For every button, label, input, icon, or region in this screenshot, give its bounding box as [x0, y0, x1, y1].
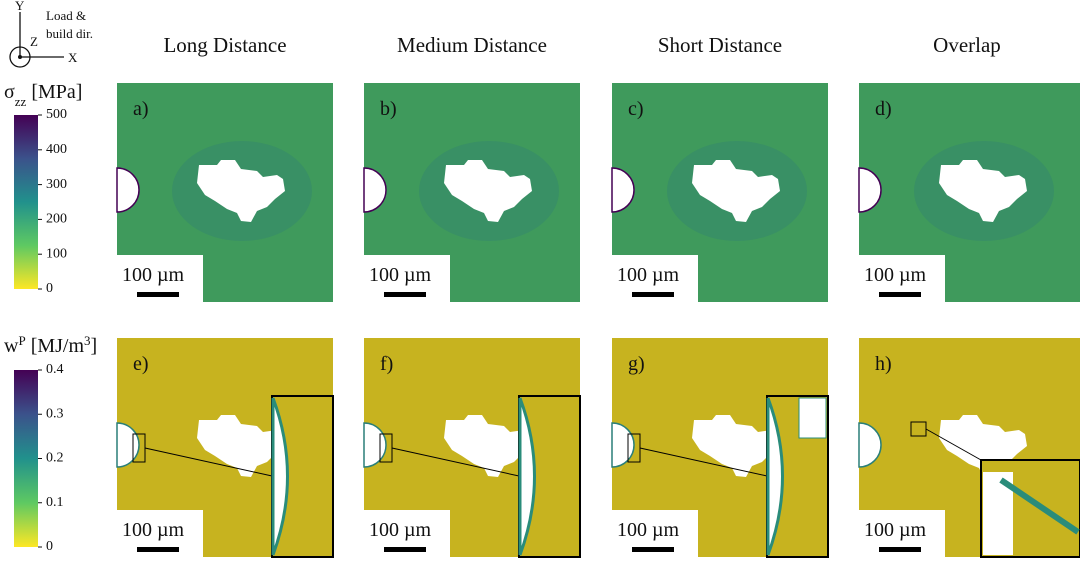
pore — [197, 160, 285, 222]
scale-bar-label: 100 µm — [122, 264, 185, 286]
zoom-line — [925, 428, 982, 461]
column-title: Medium Distance — [397, 33, 547, 57]
pore — [444, 415, 532, 477]
title-part: w — [4, 335, 19, 357]
panel-label: b) — [380, 98, 397, 120]
scale-bar-label: 100 µm — [864, 519, 927, 541]
scale-bar-label: 100 µm — [864, 264, 927, 286]
inset-hole — [271, 397, 289, 556]
load-note: Load & — [46, 8, 86, 23]
scale-bar — [384, 547, 426, 552]
scale-bar-label: 100 µm — [369, 519, 432, 541]
inset-hole — [766, 397, 784, 556]
colorbar-title: σzz [MPa] — [4, 81, 82, 109]
title-part: ] — [91, 335, 98, 357]
colorbar-tick-label: 0.3 — [46, 406, 64, 421]
colorbar-tick-label: 100 — [46, 246, 67, 261]
scale-bar — [632, 292, 674, 297]
hole — [858, 167, 882, 213]
column-title: Short Distance — [658, 33, 782, 57]
pore — [939, 160, 1027, 222]
panel-label: f) — [380, 353, 393, 375]
inset-band — [999, 477, 1080, 535]
colorbar-tick-label: 400 — [46, 142, 67, 157]
panel: a) 100 µm — [116, 83, 333, 302]
scale-bar-label: 100 µm — [617, 519, 680, 541]
scale-bar-label: 100 µm — [369, 264, 432, 286]
colorbar-tick-label: 0.1 — [46, 495, 64, 510]
zoom-line — [639, 447, 768, 477]
pore — [692, 415, 780, 477]
scale-bar — [137, 547, 179, 552]
pore — [197, 415, 285, 477]
colorbar-tick-label: 0 — [46, 281, 53, 296]
zoom-line — [391, 447, 520, 477]
panel-label: d) — [875, 98, 892, 120]
scale-bar — [632, 547, 674, 552]
axis-y: Y — [15, 0, 25, 13]
panel: h) 100 µm — [858, 338, 1080, 558]
column-title: Overlap — [933, 33, 1001, 57]
scale-bar — [879, 547, 921, 552]
panel: f) 100 µm — [363, 338, 581, 558]
hole — [363, 167, 387, 213]
colorbar — [14, 370, 38, 547]
inset-pore — [798, 397, 827, 439]
panel: b) 100 µm — [363, 83, 580, 302]
scale-bar-label: 100 µm — [617, 264, 680, 286]
hole — [611, 167, 635, 213]
panel: d) 100 µm — [858, 83, 1080, 302]
title-part: zz — [15, 94, 27, 109]
pore — [692, 160, 780, 222]
scale-bar-label: 100 µm — [122, 519, 185, 541]
panel: c) 100 µm — [611, 83, 828, 302]
scale-bar — [137, 292, 179, 297]
colorbar — [14, 115, 38, 289]
scale-bar — [879, 292, 921, 297]
axes-icon: Y Z X Load & build dir. — [9, 0, 93, 68]
title-part: [MPa] — [26, 81, 82, 103]
pore — [444, 160, 532, 222]
colorbar-tick-label: 0.4 — [46, 362, 64, 377]
title-part: P — [18, 333, 25, 348]
panel-label: g) — [628, 353, 645, 375]
zoom-line — [144, 447, 273, 477]
panel-label: a) — [133, 98, 149, 120]
colorbar-tick-label: 0.2 — [46, 451, 64, 466]
colorbar-tick-label: 0 — [46, 539, 53, 554]
load-note: build dir. — [46, 26, 93, 41]
title-part: σ — [4, 81, 15, 103]
panel-label: e) — [133, 353, 149, 375]
hole — [858, 422, 882, 468]
title-part: 3 — [84, 333, 91, 348]
inset-hole — [518, 397, 536, 556]
colorbar-tick-label: 300 — [46, 177, 67, 192]
hole — [116, 167, 140, 213]
colorbar-title: wP [MJ/m3] — [4, 333, 97, 358]
panel-label: c) — [628, 98, 644, 120]
axis-z: Z — [30, 34, 38, 49]
panel: g) 100 µm — [611, 338, 829, 558]
panel: e) 100 µm — [116, 338, 334, 558]
axis-x: X — [68, 50, 78, 65]
scale-bar — [384, 292, 426, 297]
column-title: Long Distance — [163, 33, 286, 57]
colorbar-tick-label: 500 — [46, 107, 67, 122]
title-part: [MJ/m — [26, 335, 85, 357]
panel-label: h) — [875, 353, 892, 375]
colorbar-tick-label: 200 — [46, 212, 67, 227]
